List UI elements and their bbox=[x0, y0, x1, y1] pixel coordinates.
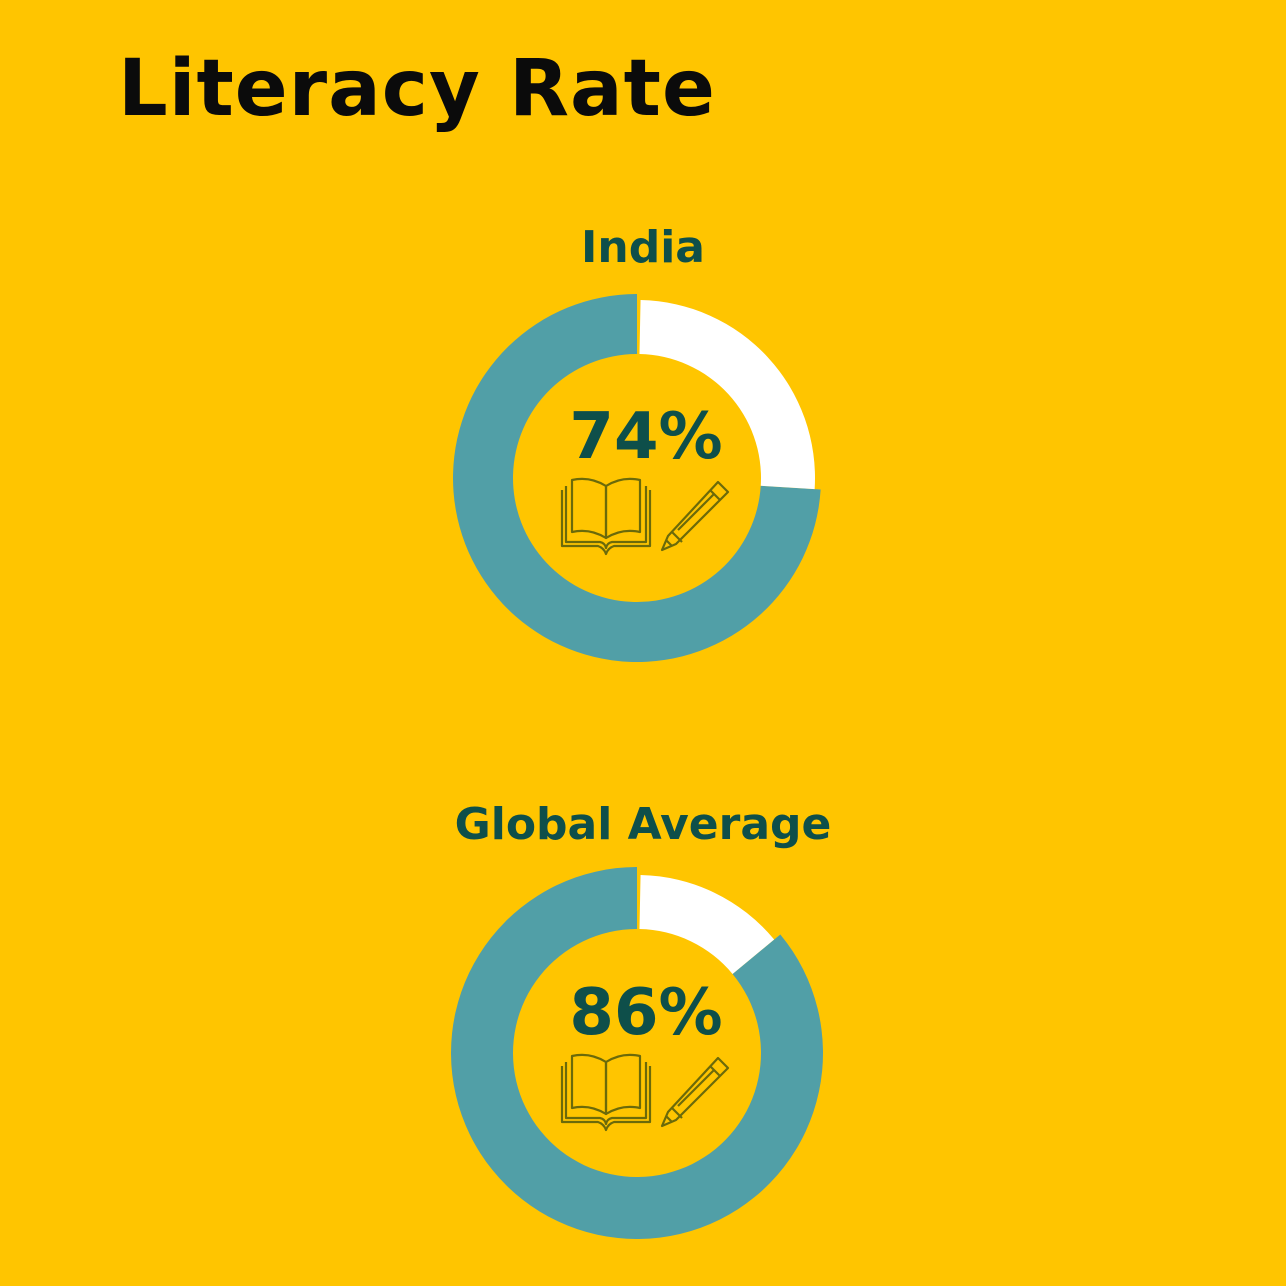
value-label-india: 74% bbox=[569, 400, 722, 474]
chart-title-india: India bbox=[581, 222, 705, 273]
segment-remaining bbox=[639, 875, 775, 974]
pencil-icon bbox=[660, 480, 730, 552]
segment-literate bbox=[452, 294, 821, 662]
chart-title-global-average: Global Average bbox=[454, 799, 832, 850]
value-label-global-average: 86% bbox=[569, 976, 722, 1050]
pencil-icon bbox=[660, 1056, 730, 1128]
segment-literate bbox=[451, 867, 823, 1239]
open-book-icon bbox=[560, 477, 652, 556]
donut-chart-india: 74% bbox=[452, 294, 821, 662]
page-title: Literacy Rate bbox=[118, 44, 716, 134]
open-book-icon bbox=[560, 1053, 652, 1132]
segment-remaining bbox=[639, 300, 815, 490]
